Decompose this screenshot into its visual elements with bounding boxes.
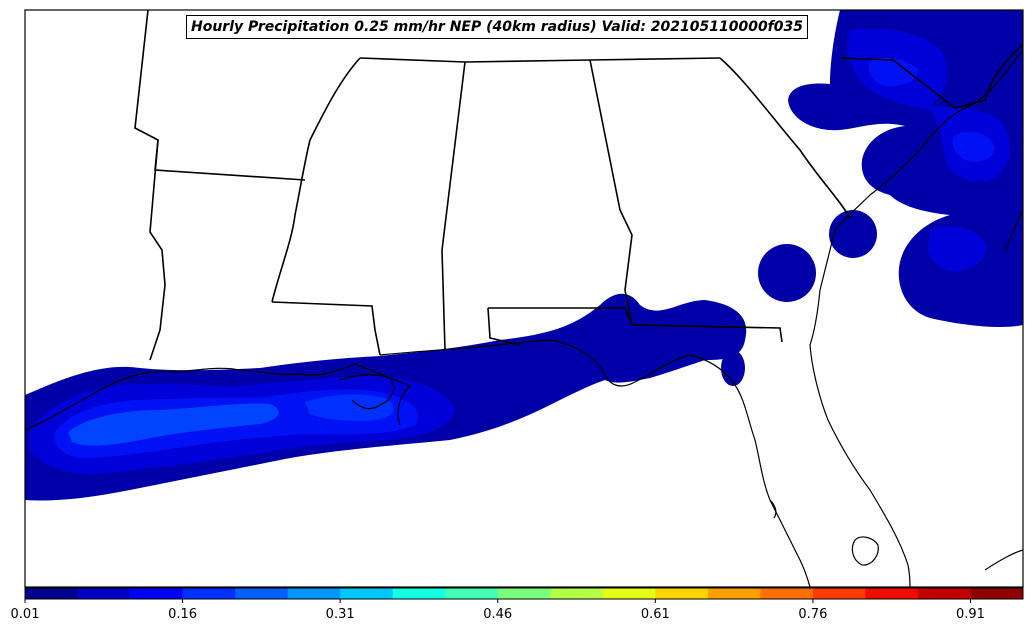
colorbar-segment [760, 588, 814, 599]
boundary-la-ms-south [271, 301, 381, 356]
colorbar-segment [812, 588, 866, 599]
colorbar-tick-label: 0.31 [325, 607, 355, 622]
coast-georgia [819, 49, 1024, 291]
colorbar-border [24, 587, 1024, 600]
boundary-al-ga [589, 59, 633, 326]
coast-florida-west [754, 439, 811, 588]
colorbar-segment [497, 588, 551, 599]
coast-florida-east [809, 289, 911, 588]
colorbar-segment [865, 588, 919, 599]
boundary-ga-sc [719, 57, 851, 219]
colorbar-tick-label: 0.46 [483, 607, 513, 622]
colorbar-segment [707, 588, 761, 599]
precip-cell-georgia [758, 244, 816, 302]
precip-band-core [68, 403, 279, 446]
colorbar-tick-label: 0.76 [798, 607, 828, 622]
colorbar-segment [235, 588, 289, 599]
boundary-ms-tn [359, 57, 721, 63]
precip-cell-coast [829, 210, 877, 258]
coast-tampa-bay [769, 499, 777, 519]
colorbar-segment [25, 588, 79, 599]
state-boundaries [134, 9, 1024, 361]
colorbar-tick-label: 0.16 [168, 607, 198, 622]
boundary-al-fl [488, 307, 783, 343]
coast-keys [984, 549, 1024, 571]
precip-gulf-band [25, 293, 747, 501]
colorbar-segment [445, 588, 499, 599]
colorbar-segment [130, 588, 184, 599]
boundary-ms-al [441, 61, 466, 351]
precip-carolina-core [868, 58, 918, 87]
map-border [24, 9, 1024, 588]
precip-band-core-east [305, 394, 394, 421]
colorbar-segment [602, 588, 656, 599]
colorbar-segment [970, 588, 1024, 599]
boundary-nc-va [984, 44, 1024, 101]
coast-gulf-central [379, 339, 756, 441]
precip-cell-fl [721, 350, 745, 386]
colorbar-segment [917, 588, 971, 599]
lake-okeechobee [851, 536, 879, 566]
colorbar-tick-label: 0.91 [955, 607, 985, 622]
colorbar-segment [655, 588, 709, 599]
precip-carolina-core2 [952, 131, 995, 162]
colorbar-segment [550, 588, 604, 599]
coast-gulf-west [24, 363, 412, 431]
colorbar-segment [392, 588, 446, 599]
colorbar [25, 588, 1024, 599]
colorbar-segment [182, 588, 236, 599]
colorbar-segment [340, 588, 394, 599]
colorbar-segment [287, 588, 341, 599]
coastlines [24, 49, 1024, 588]
boundary-sc-nc [839, 57, 986, 109]
precip-offshore-mid [927, 226, 986, 272]
coast-mississippi-delta [339, 374, 395, 410]
precip-atlantic [721, 10, 1023, 386]
boundary-la-tx [149, 139, 166, 361]
boundary-ms-river [271, 57, 361, 303]
boundary-al-fl-west [487, 307, 521, 346]
colorbar-tick-label: 0.01 [10, 607, 40, 622]
colorbar-segment [77, 588, 131, 599]
map-title: Hourly Precipitation 0.25 mm/hr NEP (40k… [186, 15, 809, 39]
coast-virginia [1004, 209, 1024, 251]
colorbar-tick-label: 0.61 [640, 607, 670, 622]
